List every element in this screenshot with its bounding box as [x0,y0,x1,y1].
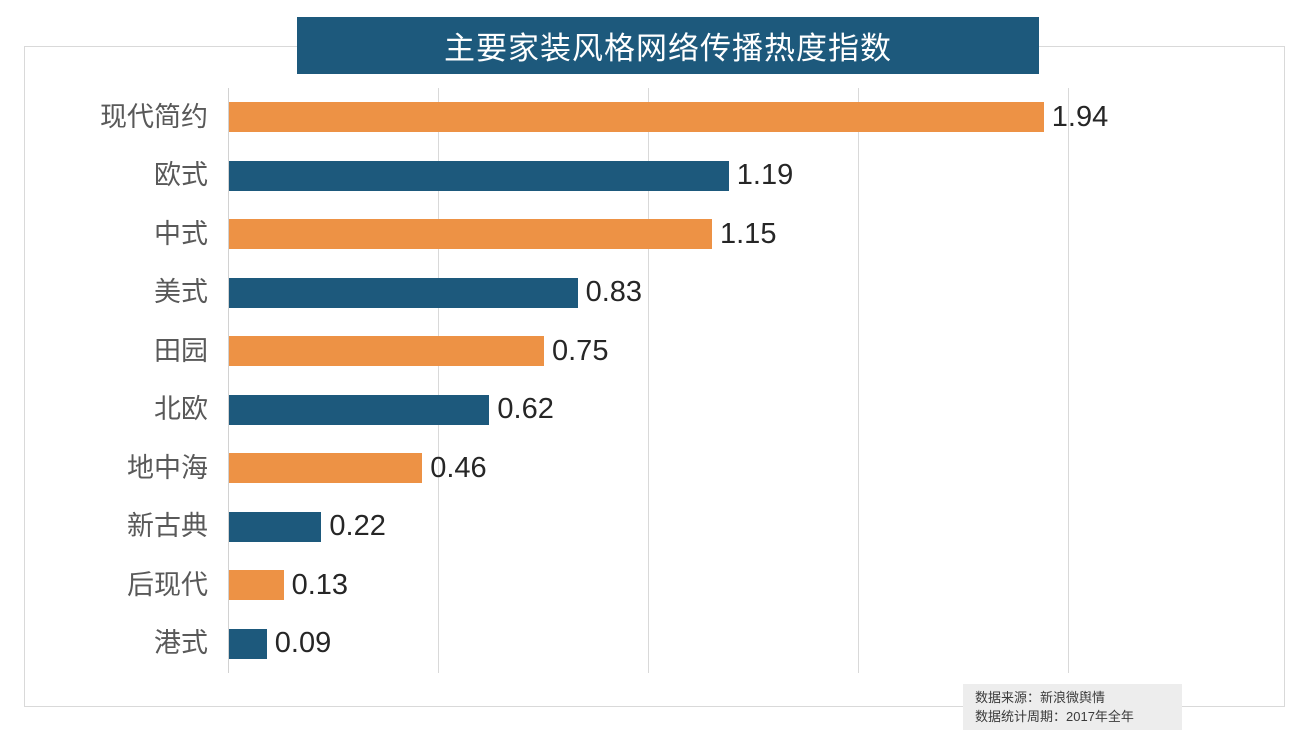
bar-value-label: 1.19 [736,159,794,192]
bar-row: 北欧 0.62 [0,381,1308,440]
bar[interactable] [229,277,578,308]
bar[interactable] [229,160,729,191]
bar-value-label: 0.62 [497,393,554,426]
bar-value-label: 0.46 [430,451,487,484]
category-label: 港式 [154,628,208,659]
bar-row: 中式 1.15 [0,205,1308,264]
category-label: 地中海 [127,452,208,483]
value-axis-line [228,88,229,673]
bar[interactable] [229,628,267,659]
bar-value-label: 0.83 [585,276,643,309]
bar-value-label: 0.13 [291,568,349,601]
footer-source-line: 数据来源：新浪微舆情 [975,690,1106,705]
bar[interactable] [229,511,322,542]
chart-title-banner: 主要家装风格网络传播热度指数 [297,17,1039,74]
bar-row: 现代简约 1.94 [0,88,1308,147]
footer-period-line: 数据统计周期：2017年全年 [975,709,1134,724]
bar[interactable] [229,102,1044,132]
category-label: 现代简约 [100,101,208,132]
bar[interactable] [229,219,712,249]
gridline [438,88,439,673]
bar-row: 欧式 1.19 [0,147,1308,206]
gridline [1068,88,1069,673]
bar-row: 港式 0.09 [0,615,1308,674]
bar-value-label: 0.75 [552,334,609,367]
bar-row: 新古典 0.22 [0,498,1308,557]
category-label: 欧式 [154,160,208,191]
bar-row: 后现代 0.13 [0,556,1308,615]
bar-value-label: 1.94 [1051,100,1109,133]
bar[interactable] [229,453,423,483]
bar-row: 田园 0.75 [0,322,1308,381]
category-label: 美式 [154,277,208,308]
bar[interactable] [229,336,544,366]
category-label: 北欧 [154,394,208,425]
bar-row: 美式 0.83 [0,264,1308,323]
gridline [648,88,649,673]
bar-value-label: 0.09 [274,627,332,660]
chart-title: 主要家装风格网络传播热度指数 [444,31,892,66]
category-label: 中式 [154,218,208,249]
bar-rows: 现代简约 1.94 欧式 1.19 中式 1.15 美式 0.83 田园 0.75 北欧 0.62 地中… [0,88,1308,673]
footer-note-box: 数据来源：新浪微舆情 数据统计周期：2017年全年 [963,684,1182,730]
bar[interactable] [229,394,490,425]
bar-row: 地中海 0.46 [0,439,1308,498]
bar-value-label: 1.15 [720,217,777,250]
category-label: 田园 [154,335,208,366]
category-label: 后现代 [127,569,208,600]
bar[interactable] [229,570,284,600]
bar-value-label: 0.22 [329,510,386,543]
plot-area [228,88,1285,673]
category-label: 新古典 [127,511,208,542]
gridline [858,88,859,673]
